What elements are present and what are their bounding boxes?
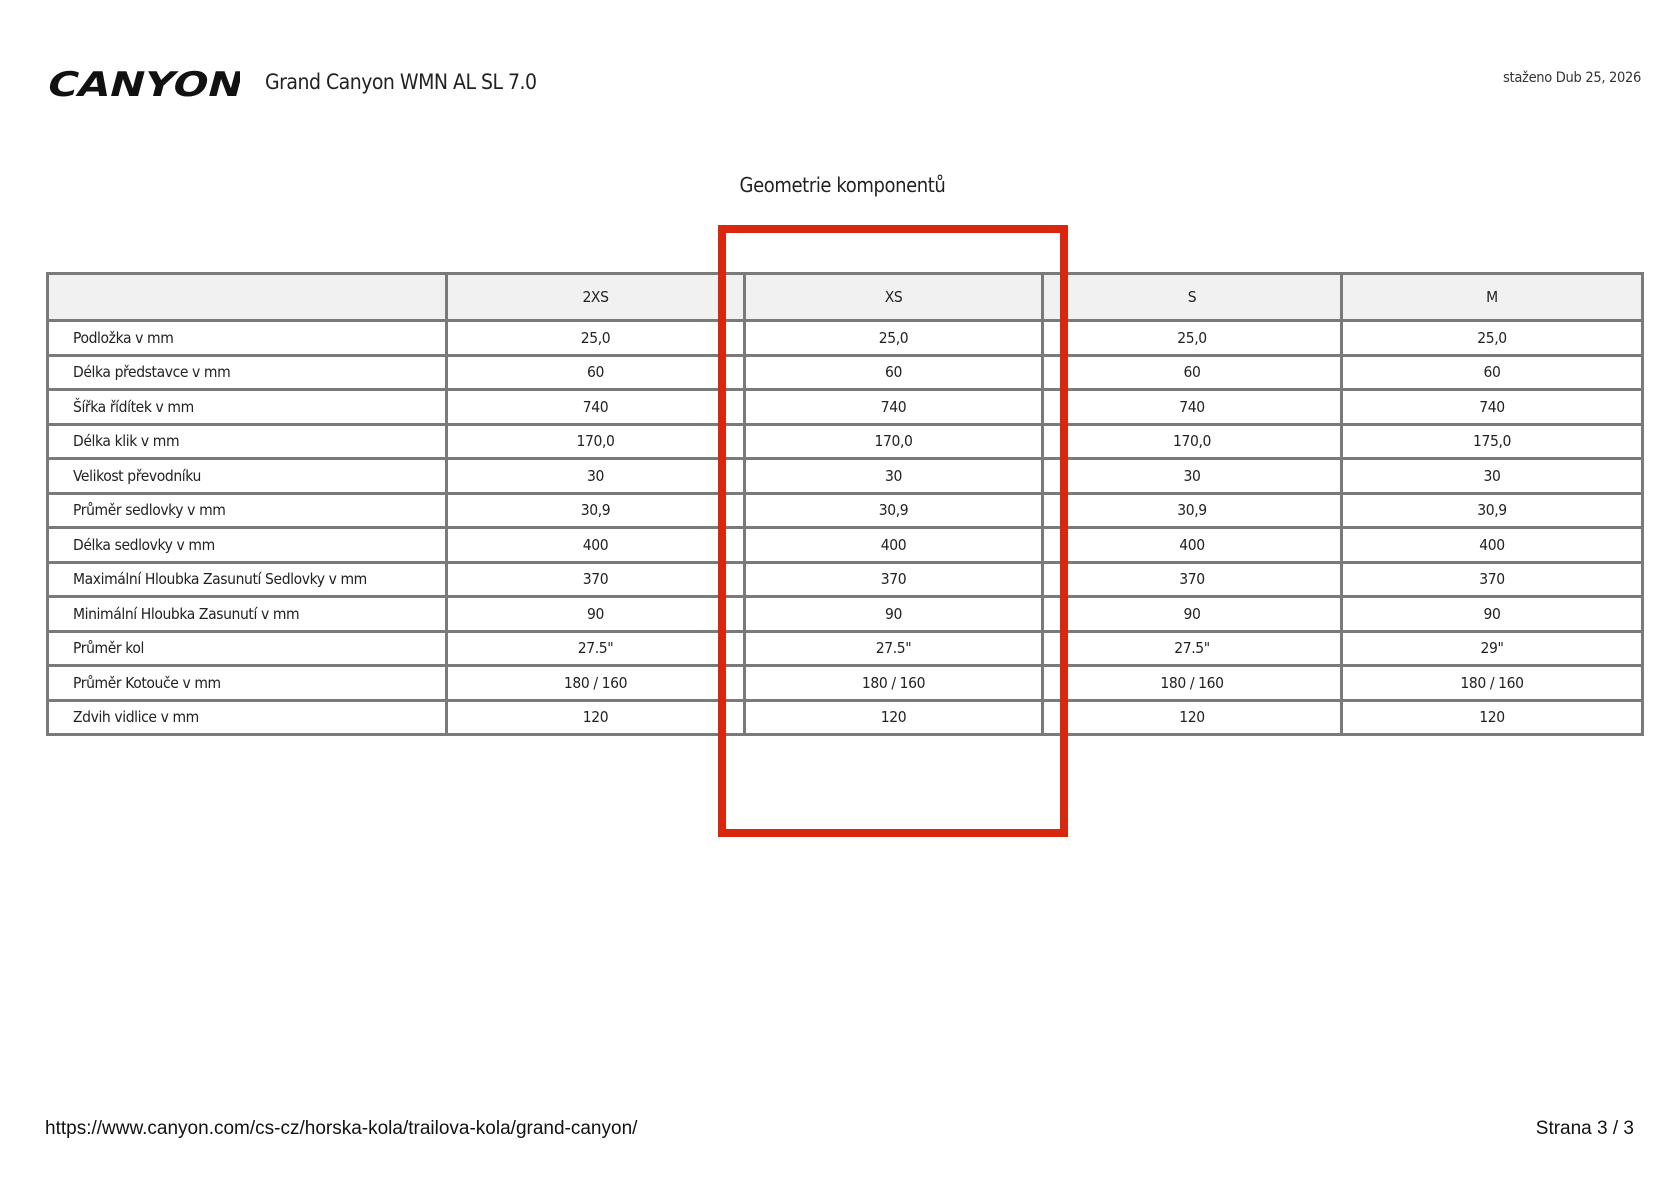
header-blank xyxy=(46,272,448,322)
table-row: Průměr kol 27.5" 27.5" 27.5" 29" xyxy=(46,629,1644,667)
cell-2xs: 170,0 xyxy=(445,422,746,460)
page-number: Strana 3 / 3 xyxy=(1535,1118,1634,1139)
header-size-s: S xyxy=(1041,272,1343,322)
table-row: Délka klik v mm 170,0 170,0 170,0 175,0 xyxy=(46,422,1644,460)
cell-m: 30,9 xyxy=(1340,491,1644,529)
cell-2xs: 120 xyxy=(445,698,746,736)
cell-2xs: 27.5" xyxy=(445,629,746,667)
table-row: Šířka řídítek v mm 740 740 740 740 xyxy=(46,388,1644,426)
cell-2xs: 90 xyxy=(445,595,746,633)
row-label: Minimální Hloubka Zasunutí v mm xyxy=(46,595,448,633)
table-row: Průměr sedlovky v mm 30,9 30,9 30,9 30,9 xyxy=(46,491,1644,529)
cell-s: 25,0 xyxy=(1041,319,1343,357)
cell-m: 180 / 160 xyxy=(1340,664,1644,702)
cell-m: 25,0 xyxy=(1340,319,1644,357)
row-label: Délka sedlovky v mm xyxy=(46,526,448,564)
cell-2xs: 25,0 xyxy=(445,319,746,357)
product-title: Grand Canyon WMN AL SL 7.0 xyxy=(265,70,537,94)
cell-xs: 740 xyxy=(743,388,1044,426)
row-label: Zdvih vidlice v mm xyxy=(46,698,448,736)
cell-xs: 370 xyxy=(743,560,1044,598)
table-row: Délka sedlovky v mm 400 400 400 400 xyxy=(46,526,1644,564)
cell-2xs: 30,9 xyxy=(445,491,746,529)
download-date: staženo Dub 25, 2026 xyxy=(1503,70,1641,86)
table-header-row: 2XS XS S M xyxy=(46,272,1644,322)
cell-s: 27.5" xyxy=(1041,629,1343,667)
cell-s: 30 xyxy=(1041,457,1343,495)
cell-m: 400 xyxy=(1340,526,1644,564)
cell-s: 400 xyxy=(1041,526,1343,564)
row-label: Průměr sedlovky v mm xyxy=(46,491,448,529)
row-label: Délka představce v mm xyxy=(46,353,448,391)
cell-m: 29" xyxy=(1340,629,1644,667)
cell-s: 120 xyxy=(1041,698,1343,736)
row-label: Šířka řídítek v mm xyxy=(46,388,448,426)
cell-2xs: 370 xyxy=(445,560,746,598)
table-row: Délka představce v mm 60 60 60 60 xyxy=(46,353,1644,391)
cell-xs: 25,0 xyxy=(743,319,1044,357)
cell-m: 740 xyxy=(1340,388,1644,426)
row-label: Velikost převodníku xyxy=(46,457,448,495)
table-row: Maximální Hloubka Zasunutí Sedlovky v mm… xyxy=(46,560,1644,598)
cell-s: 740 xyxy=(1041,388,1343,426)
cell-m: 60 xyxy=(1340,353,1644,391)
cell-xs: 27.5" xyxy=(743,629,1044,667)
cell-xs: 120 xyxy=(743,698,1044,736)
logo-text: CANYON xyxy=(45,66,240,98)
cell-2xs: 180 / 160 xyxy=(445,664,746,702)
section-title: Geometrie komponentů xyxy=(739,173,946,197)
row-label: Maximální Hloubka Zasunutí Sedlovky v mm xyxy=(46,560,448,598)
row-label: Průměr kol xyxy=(46,629,448,667)
header-size-m: M xyxy=(1340,272,1644,322)
cell-m: 120 xyxy=(1340,698,1644,736)
cell-s: 30,9 xyxy=(1041,491,1343,529)
cell-s: 170,0 xyxy=(1041,422,1343,460)
footer-url: https://www.canyon.com/cs-cz/horska-kola… xyxy=(45,1118,638,1139)
row-label: Podložka v mm xyxy=(46,319,448,357)
cell-xs: 180 / 160 xyxy=(743,664,1044,702)
cell-s: 180 / 160 xyxy=(1041,664,1343,702)
canyon-logo: CANYON xyxy=(45,66,240,98)
table-row: Podložka v mm 25,0 25,0 25,0 25,0 xyxy=(46,319,1644,357)
table-row: Velikost převodníku 30 30 30 30 xyxy=(46,457,1644,495)
cell-m: 30 xyxy=(1340,457,1644,495)
cell-2xs: 740 xyxy=(445,388,746,426)
geometry-table: 2XS XS S M Podložka v mm 25,0 25,0 25,0 25,0 Dél… xyxy=(46,272,1644,736)
table-row: Minimální Hloubka Zasunutí v mm 90 90 90 90 xyxy=(46,595,1644,633)
cell-xs: 90 xyxy=(743,595,1044,633)
cell-xs: 170,0 xyxy=(743,422,1044,460)
table-row: Průměr Kotouče v mm 180 / 160 180 / 160 180… xyxy=(46,664,1644,702)
cell-m: 90 xyxy=(1340,595,1644,633)
cell-s: 90 xyxy=(1041,595,1343,633)
cell-2xs: 30 xyxy=(445,457,746,495)
header-size-2xs: 2XS xyxy=(445,272,746,322)
cell-xs: 60 xyxy=(743,353,1044,391)
cell-2xs: 60 xyxy=(445,353,746,391)
cell-s: 370 xyxy=(1041,560,1343,598)
cell-2xs: 400 xyxy=(445,526,746,564)
header-size-xs: XS xyxy=(743,272,1044,322)
cell-xs: 30,9 xyxy=(743,491,1044,529)
cell-xs: 30 xyxy=(743,457,1044,495)
cell-m: 370 xyxy=(1340,560,1644,598)
row-label: Průměr Kotouče v mm xyxy=(46,664,448,702)
cell-s: 60 xyxy=(1041,353,1343,391)
row-label: Délka klik v mm xyxy=(46,422,448,460)
cell-m: 175,0 xyxy=(1340,422,1644,460)
table-row: Zdvih vidlice v mm 120 120 120 120 xyxy=(46,698,1644,736)
cell-xs: 400 xyxy=(743,526,1044,564)
